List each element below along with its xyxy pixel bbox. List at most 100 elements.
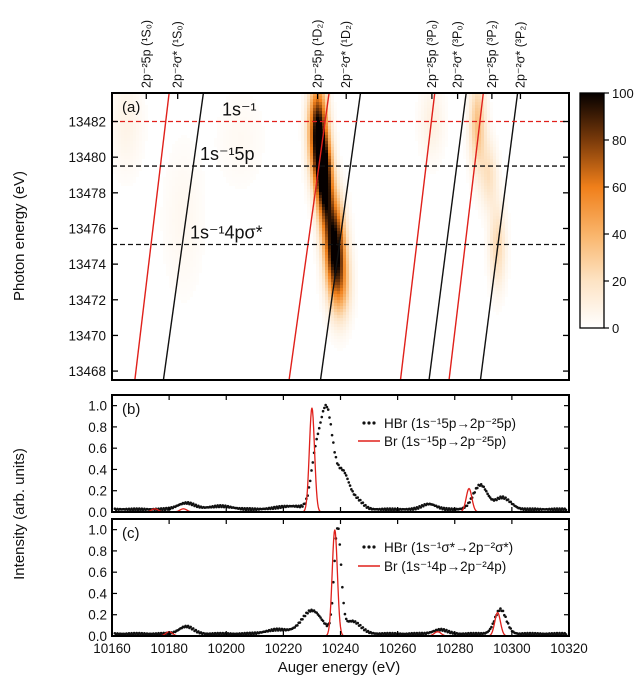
heatmap-cell [334,300,337,303]
heatmap-cell [331,129,334,132]
heatmap-cell [184,300,187,303]
heatmap-cell [313,156,316,159]
heatmap-cell [502,216,505,219]
heatmap-cell [424,144,427,147]
heatmap-cell [196,201,199,204]
heatmap-cell [172,264,175,267]
heatmap-cell [142,150,145,153]
heatmap-cell [223,117,226,120]
heatmap-cell [415,105,418,108]
heatmap-cell [346,237,349,240]
heatmap-cell [196,159,199,162]
y-tick-label: 0.0 [88,505,107,520]
heatmap-cell [337,291,340,294]
heatmap-cell [502,270,505,273]
heatmap-cell [484,240,487,243]
heatmap-cell [469,177,472,180]
heatmap-cell [307,171,310,174]
heatmap-cell [184,291,187,294]
heatmap-cell [232,150,235,153]
legend-b-dot-2 [367,421,371,425]
heatmap-cell [325,168,328,171]
y-axis-title-bottom: Intensity (arb. units) [11,448,28,580]
heatmap-cell [331,132,334,135]
heatmap-cell [328,117,331,120]
heatmap-cell [229,93,232,96]
heatmap-cell [202,237,205,240]
heatmap-cell [493,255,496,258]
heatmap-cell [343,168,346,171]
heatmap-cell [172,231,175,234]
heatmap-cell [352,249,355,252]
heatmap-cell [127,123,130,126]
heatmap-cell [136,153,139,156]
heatmap-cell [187,219,190,222]
heatmap-cell [181,144,184,147]
heatmap-cell [235,96,238,99]
heatmap-cell [139,99,142,102]
heatmap-cell [172,258,175,261]
heatmap-cell [187,273,190,276]
heatmap-cell [487,105,490,108]
heatmap-cell [502,294,505,297]
heatmap-cell [322,315,325,318]
heatmap-cell [322,309,325,312]
heatmap-cell [484,231,487,234]
heatmap-cell [334,174,337,177]
heatmap-cell [322,123,325,126]
heatmap-cell [238,111,241,114]
heatmap-cell [130,162,133,165]
heatmap-cell [310,225,313,228]
heatmap-cell [496,228,499,231]
heatmap-cell [499,192,502,195]
heatmap-cell [184,195,187,198]
heatmap-cell [259,150,262,153]
heatmap-cell [502,222,505,225]
heatmap-y-tick-label: 13478 [68,186,106,201]
heatmap-cell [433,156,436,159]
heatmap-cell [499,186,502,189]
heatmap-cell [256,150,259,153]
heatmap-cell [250,153,253,156]
heatmap-cell [466,147,469,150]
heatmap-cell [133,174,136,177]
heatmap-cell [121,174,124,177]
heatmap-cell [490,156,493,159]
heatmap-cell [247,147,250,150]
heatmap-cell [439,108,442,111]
heatmap-cell [232,177,235,180]
heatmap-cell [490,216,493,219]
heatmap-cell [502,210,505,213]
heatmap-cell [325,141,328,144]
heatmap-cell [175,171,178,174]
heatmap-cell [343,267,346,270]
heatmap-cell [118,150,121,153]
heatmap-cell [166,192,169,195]
heatmap-cell [136,99,139,102]
heatmap-cell [493,156,496,159]
heatmap-cell [313,99,316,102]
heatmap-cell [322,201,325,204]
y-tick-label: 0.8 [88,420,107,435]
heatmap-cell [175,156,178,159]
heatmap-cell [322,282,325,285]
heatmap-cell [133,156,136,159]
heatmap-cell [340,270,343,273]
heatmap-cell [319,282,322,285]
heatmap-cell [340,198,343,201]
heatmap-cell [352,318,355,321]
spectrum-data-point [324,622,327,626]
heatmap-cell [130,144,133,147]
heatmap-cell [505,252,508,255]
heatmap-cell [319,162,322,165]
heatmap-cell [427,153,430,156]
heatmap-cell [139,135,142,138]
heatmap-cell [247,177,250,180]
heatmap-cell [172,168,175,171]
heatmap-cell [499,216,502,219]
heatmap-cell [118,159,121,162]
heatmap-cell [436,114,439,117]
heatmap-cell [307,177,310,180]
heatmap-cell [313,234,316,237]
heatmap-cell [232,93,235,96]
